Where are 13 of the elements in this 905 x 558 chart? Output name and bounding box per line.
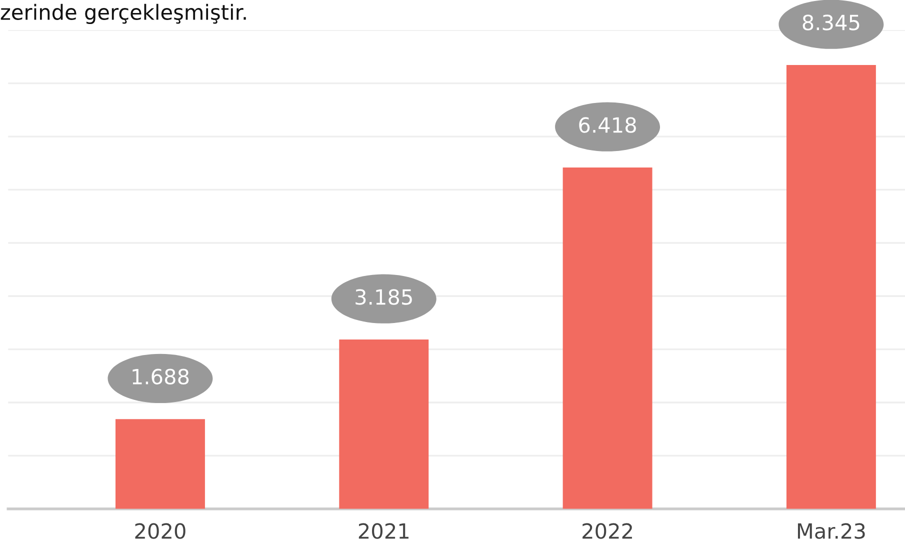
x-tick-label: 2022 (582, 523, 632, 539)
bar (339, 339, 429, 509)
x-tick-label: Mar.23 (798, 523, 865, 539)
data-label: 1.688 (132, 368, 189, 385)
bar (786, 64, 876, 509)
x-tick-label: 2020 (135, 523, 186, 539)
x-tick-label: 2021 (358, 523, 408, 539)
data-label: 6.418 (579, 117, 636, 133)
data-label: 3.185 (356, 289, 412, 305)
data-label: 8.345 (802, 14, 860, 30)
bar (562, 167, 652, 509)
bar (116, 419, 205, 509)
chart-title: zerinde gerçekleşmiştir. (0, 4, 246, 24)
